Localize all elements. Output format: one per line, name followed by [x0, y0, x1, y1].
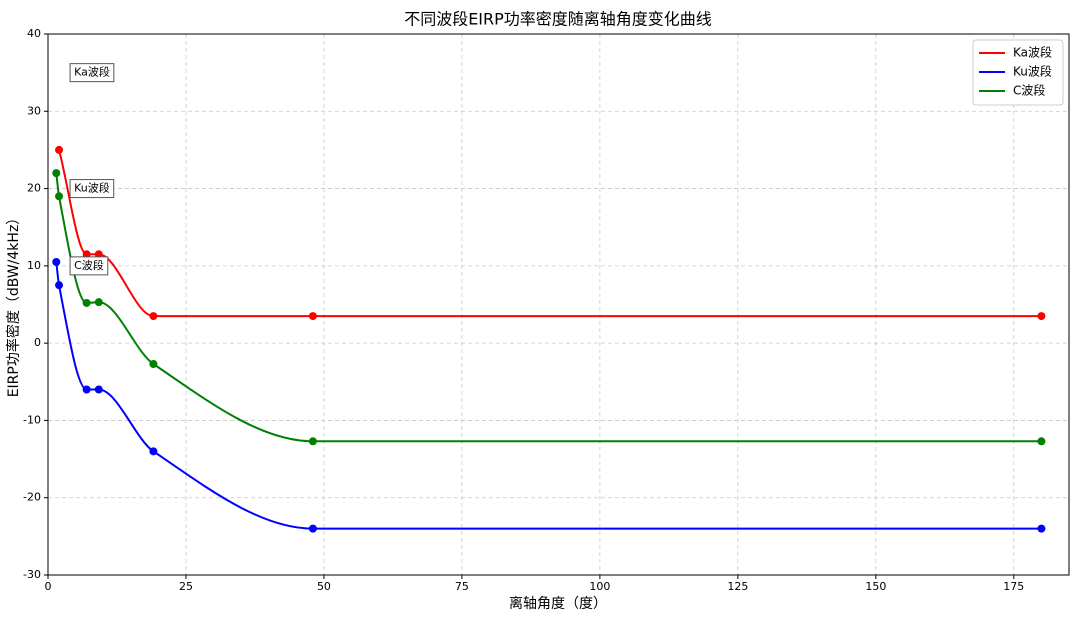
x-tick-label: 75: [455, 580, 469, 593]
series-line: [58, 149, 1042, 318]
data-point: [82, 385, 91, 394]
plot-frame: [47, 33, 1070, 576]
y-tick-label: 20: [27, 182, 41, 195]
annotation-box: [69, 63, 115, 83]
legend-label: Ku波段: [1013, 64, 1052, 79]
x-tick-label: 150: [865, 580, 886, 593]
data-point: [1037, 437, 1046, 446]
series-line: [55, 261, 1042, 530]
annotation-box: [69, 256, 109, 276]
y-tick-label: 40: [27, 27, 41, 40]
annotation: Ka波段: [69, 63, 115, 83]
data-point: [94, 250, 103, 259]
data-point: [149, 360, 158, 369]
annotation: Ku波段: [69, 179, 115, 199]
x-tick-label: 175: [1003, 580, 1024, 593]
data-point: [52, 257, 61, 266]
annotation: C波段: [69, 256, 109, 276]
x-tick-label: 100: [589, 580, 610, 593]
x-tick-label: 125: [727, 580, 748, 593]
data-point: [1037, 312, 1046, 321]
y-tick-label: 30: [27, 104, 41, 117]
data-point: [308, 312, 317, 321]
data-point: [94, 298, 103, 307]
y-tick-label: -10: [23, 413, 41, 426]
legend-box: [972, 39, 1064, 106]
y-axis-label: EIRP功率密度（dBW/4kHz）: [5, 211, 22, 398]
y-tick-label: -20: [23, 491, 41, 504]
data-point: [149, 312, 158, 321]
data-point: [55, 192, 64, 201]
x-tick-label: 25: [179, 580, 193, 593]
y-tick-label: 10: [27, 259, 41, 272]
data-point: [55, 281, 64, 290]
y-tick-label: 0: [34, 336, 41, 349]
data-point: [308, 524, 317, 533]
annotation-text: Ku波段: [74, 181, 110, 195]
data-point: [82, 298, 91, 307]
chart-title: 不同波段EIRP功率密度随离轴角度变化曲线: [404, 10, 712, 29]
series-line: [55, 172, 1042, 443]
annotation-text: C波段: [74, 258, 104, 272]
y-tick-label: -30: [23, 568, 41, 581]
legend-label: C波段: [1013, 83, 1045, 98]
annotation-box: [69, 179, 115, 199]
legend-label: Ka波段: [1013, 45, 1052, 60]
data-point: [149, 447, 158, 456]
data-point: [82, 250, 91, 259]
x-axis-label: 离轴角度（度）: [509, 595, 607, 612]
data-point: [52, 169, 61, 178]
x-tick-label: 50: [317, 580, 331, 593]
data-point: [55, 145, 64, 154]
x-tick-label: 0: [45, 580, 52, 593]
data-point: [1037, 524, 1046, 533]
data-point: [308, 437, 317, 446]
annotation-text: Ka波段: [74, 65, 110, 79]
data-point: [94, 385, 103, 394]
